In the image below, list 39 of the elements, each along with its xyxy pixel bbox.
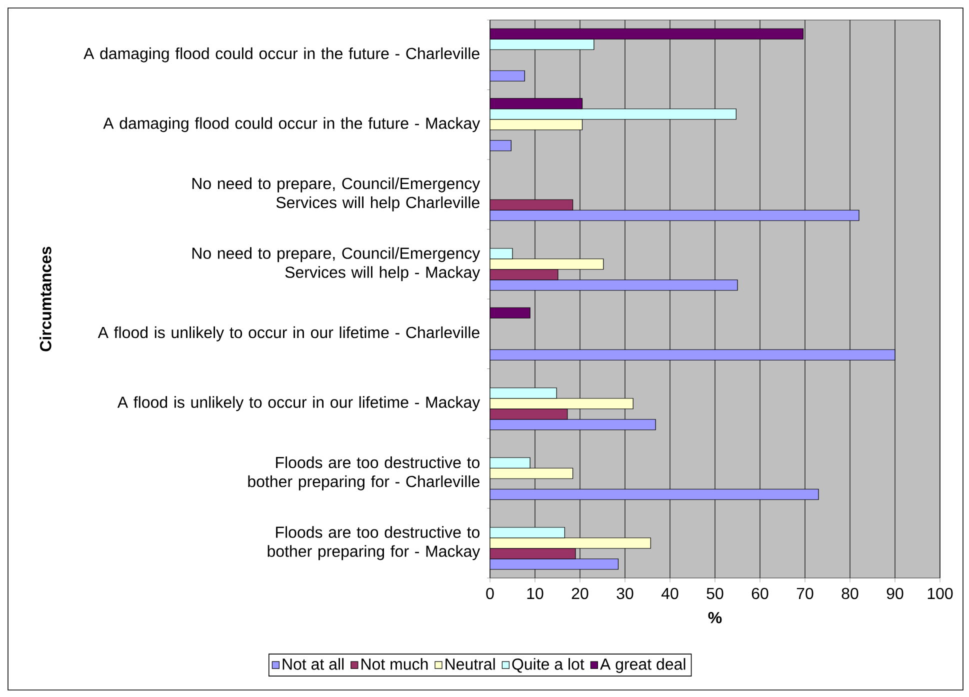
y-tick-label: A damaging flood could occur in the future - Charleville (84, 47, 480, 62)
legend-label: Quite a lot (512, 658, 584, 673)
y-tick-label: A damaging flood could occur in the future - Mackay (103, 117, 480, 132)
bar (490, 457, 530, 468)
x-tick-label: 30 (616, 588, 634, 600)
bar (490, 548, 576, 560)
bar (490, 108, 736, 120)
y-tick-label: No need to prepare, Council/Emergency Services will help Charleville (192, 177, 480, 212)
bar (490, 527, 565, 538)
bar (490, 408, 568, 420)
x-tick-label: 50 (706, 588, 724, 600)
bar (490, 38, 594, 50)
x-tick-label: 10 (527, 588, 544, 600)
bar (490, 307, 530, 318)
bar (490, 28, 804, 40)
legend-label: Neutral (446, 658, 495, 670)
x-tick-label: 90 (886, 588, 904, 600)
bar (490, 98, 583, 110)
x-axis-title: % (708, 612, 722, 624)
x-tick-label: 0 (486, 588, 494, 600)
legend-label: Not much (362, 658, 428, 670)
bar (490, 199, 574, 210)
legend-label: A great deal (600, 658, 686, 673)
bar (490, 248, 513, 260)
x-tick-label: 100 (928, 588, 953, 600)
bar (490, 388, 557, 399)
y-axis-title: Circumtances (40, 246, 52, 352)
x-tick-label: 70 (796, 588, 814, 600)
y-tick-label: A flood is unlikely to occur in our lifetime - Mackay (117, 396, 480, 412)
y-tick-label: No need to prepare, Council/Emergency Services will help - Mackay (192, 247, 480, 282)
x-tick-label: 40 (661, 588, 678, 600)
x-tick-label: 80 (842, 588, 858, 600)
y-tick-label: Floods are too destructive to bother preparing for - Charleville (248, 456, 480, 490)
x-tick-label: 20 (572, 588, 588, 600)
y-tick-label: A flood is unlikely to occur in our lifetime - Charleville (98, 326, 480, 342)
y-tick-label: Floods are too destructive to bother preparing for - Mackay (268, 526, 480, 560)
legend-label: Not at all (282, 658, 344, 670)
x-tick-label: 60 (752, 588, 768, 600)
bar (490, 269, 558, 280)
